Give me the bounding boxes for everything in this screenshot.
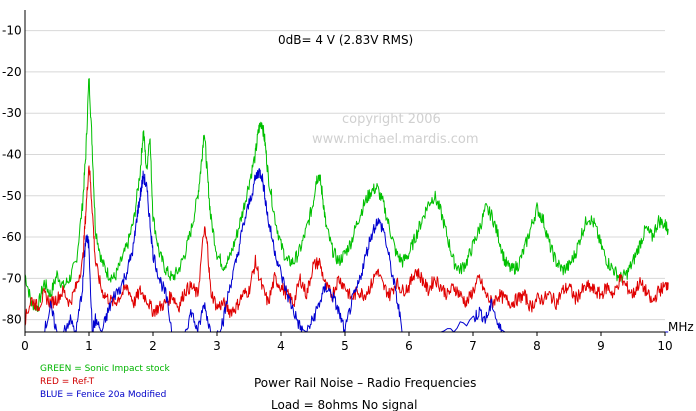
x-tick-label: 0: [21, 339, 29, 353]
y-tick-label: -60: [2, 230, 22, 244]
x-tick-label: 8: [533, 339, 541, 353]
x-tick-label: 9: [597, 339, 605, 353]
y-tick-label: -70: [2, 271, 22, 285]
y-tick-label: -40: [2, 147, 22, 161]
x-tick-labels: 0 1 2 3 4 5 6 7 8 9 10: [21, 332, 673, 353]
x-axis-unit-label: MHz: [668, 320, 694, 334]
y-tick-labels: -10 -20 -30 -40 -50 -60 -70 -80: [2, 24, 22, 327]
x-tick-label: 5: [341, 339, 349, 353]
y-tick-label: -20: [2, 65, 22, 79]
chart-title: Power Rail Noise – Radio Frequencies: [254, 376, 476, 390]
grid-lines: [25, 30, 665, 321]
series-lines: [24, 78, 669, 333]
chart-subtitle: Load = 8ohms No signal: [271, 398, 417, 411]
reference-note: 0dB= 4 V (2.83V RMS): [278, 33, 413, 47]
legend-entry-green: GREEN = Sonic Impact stock: [40, 364, 170, 374]
x-tick-label: 4: [277, 339, 285, 353]
legend-entry-red: RED = Ref-T: [40, 377, 95, 387]
x-tick-label: 1: [85, 339, 93, 353]
x-tick-label: 7: [469, 339, 477, 353]
y-tick-label: -80: [2, 313, 22, 327]
y-tick-label: -30: [2, 106, 22, 120]
series-line-red: [24, 165, 669, 326]
series-line-green: [24, 78, 669, 312]
y-tick-label: -10: [2, 24, 22, 38]
legend-entry-blue: BLUE = Fenice 20a Modified: [40, 390, 166, 400]
watermark-copyright: copyright 2006: [342, 112, 441, 127]
watermark-url: www.michael.mardis.com: [312, 132, 479, 147]
y-tick-label: -50: [2, 189, 22, 203]
x-tick-label: 10: [657, 339, 672, 353]
x-tick-label: 3: [213, 339, 221, 353]
series-line-blue: [25, 168, 669, 333]
x-tick-label: 2: [149, 339, 157, 353]
axes: [24, 10, 665, 333]
x-tick-label: 6: [405, 339, 413, 353]
legend: GREEN = Sonic Impact stock RED = Ref-T B…: [40, 364, 170, 400]
